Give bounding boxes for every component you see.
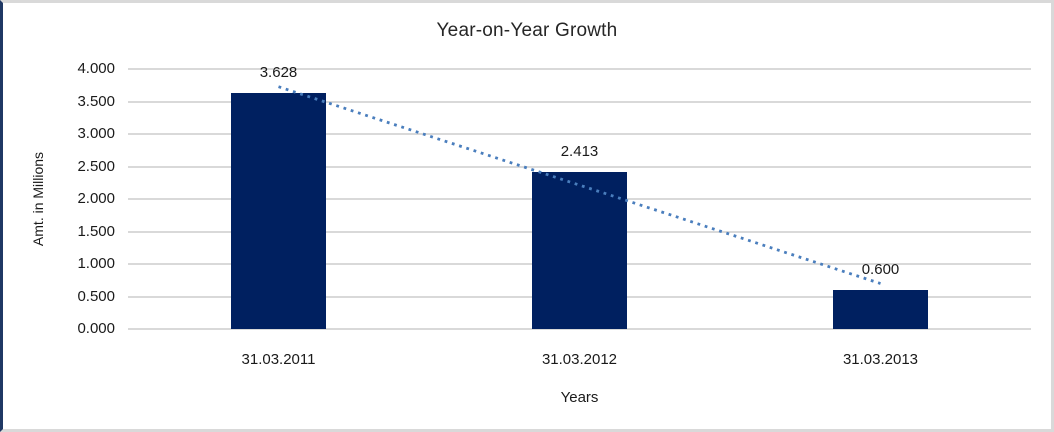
data-label: 3.628: [259, 64, 298, 82]
x-category-label: 31.03.2012: [541, 351, 618, 368]
gridline: [128, 328, 1031, 330]
y-tick-label: 1.000: [77, 255, 115, 272]
plot-area: 3.628 2.413 0.600: [128, 64, 1031, 330]
y-tick-label: 0.000: [77, 320, 115, 337]
data-label: 2.413: [560, 143, 599, 161]
bar-31.03.2011: [231, 93, 326, 329]
bar-31.03.2012: [532, 172, 627, 329]
x-category-label: 31.03.2011: [241, 351, 316, 368]
gridline: [128, 68, 1031, 70]
y-tick-label: 2.000: [77, 190, 115, 207]
y-tick-label: 3.500: [77, 92, 115, 110]
x-axis-title: Years: [560, 389, 599, 406]
y-tick-label: 0.500: [77, 287, 115, 305]
y-tick-label: 1.500: [77, 222, 115, 240]
bar-31.03.2013: [833, 290, 928, 329]
data-label: 0.600: [861, 261, 900, 278]
y-tick-label: 3.000: [77, 125, 115, 142]
x-category-label: 31.03.2013: [842, 351, 919, 368]
y-tick-label: 2.500: [77, 157, 115, 175]
y-tick-label: 4.000: [77, 60, 115, 77]
chart-title: Year-on-Year Growth: [436, 20, 618, 41]
